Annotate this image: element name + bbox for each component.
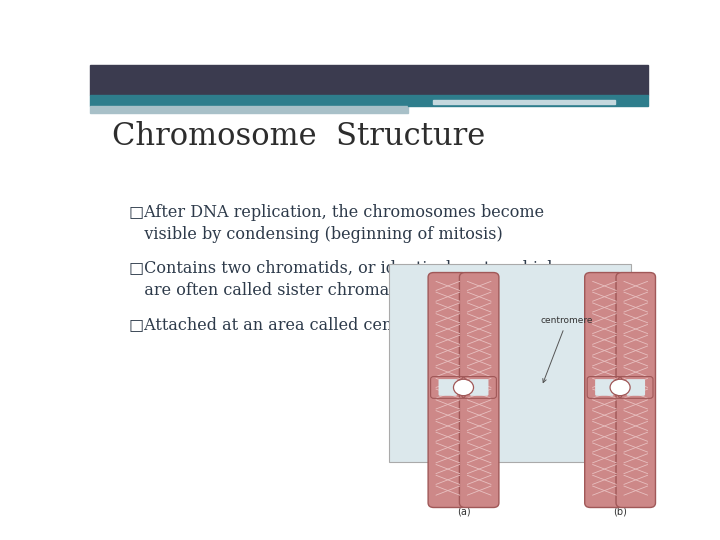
Text: centromere: centromere xyxy=(541,316,593,382)
FancyBboxPatch shape xyxy=(428,273,467,508)
FancyBboxPatch shape xyxy=(438,379,457,396)
FancyBboxPatch shape xyxy=(616,273,655,508)
FancyBboxPatch shape xyxy=(595,379,613,396)
Text: (a): (a) xyxy=(456,507,470,516)
Text: Chromosome  Structure: Chromosome Structure xyxy=(112,121,485,152)
Text: □Attached at an area called centromere: □Attached at an area called centromere xyxy=(129,316,459,333)
Bar xyxy=(90,65,648,94)
Text: □After DNA replication, the chromosomes become
   visible by condensing (beginni: □After DNA replication, the chromosomes … xyxy=(129,204,544,242)
FancyBboxPatch shape xyxy=(470,379,488,396)
FancyBboxPatch shape xyxy=(459,273,499,508)
FancyBboxPatch shape xyxy=(626,379,645,396)
Text: (b): (b) xyxy=(613,507,627,516)
Bar xyxy=(389,265,631,462)
FancyBboxPatch shape xyxy=(585,273,624,508)
Text: □Contains two chromatids, or identical parts, which
   are often called sister c: □Contains two chromatids, or identical p… xyxy=(129,260,557,299)
Circle shape xyxy=(454,379,474,396)
Bar xyxy=(408,94,648,106)
Circle shape xyxy=(610,379,630,396)
Bar xyxy=(433,100,615,104)
Bar xyxy=(90,94,408,106)
Bar xyxy=(90,106,408,113)
